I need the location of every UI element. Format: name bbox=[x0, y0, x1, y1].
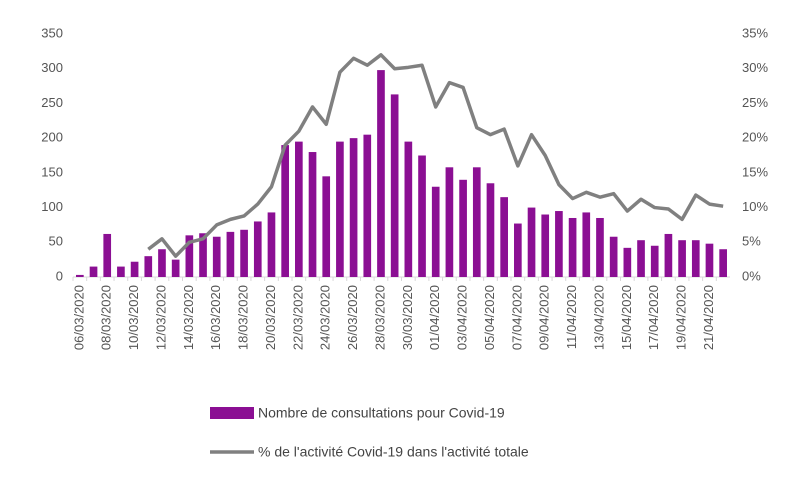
x-tick-label: 14/03/2020 bbox=[181, 285, 196, 350]
y-tick-label: 200 bbox=[41, 130, 63, 145]
bar bbox=[103, 233, 112, 277]
y2-tick-label: 5% bbox=[742, 234, 761, 249]
x-tick-label: 11/04/2020 bbox=[564, 285, 579, 349]
bar bbox=[144, 256, 153, 277]
x-tick-label: 26/03/2020 bbox=[345, 285, 360, 350]
y2-tick-label: 20% bbox=[742, 130, 768, 145]
bar bbox=[199, 233, 207, 277]
bar bbox=[295, 141, 303, 277]
bar bbox=[678, 240, 686, 277]
x-tick-label: 13/04/2020 bbox=[591, 285, 606, 350]
bar bbox=[500, 197, 508, 277]
bar bbox=[431, 186, 440, 277]
bar bbox=[349, 138, 358, 277]
bar bbox=[89, 266, 98, 277]
bar bbox=[582, 212, 591, 277]
x-tick-label: 10/03/2020 bbox=[126, 285, 141, 350]
bar bbox=[705, 243, 714, 277]
bar bbox=[514, 223, 522, 277]
y-tick-label: 50 bbox=[49, 234, 63, 249]
bar bbox=[486, 183, 495, 277]
y2-tick-label: 30% bbox=[742, 60, 768, 75]
x-tick-label: 28/03/2020 bbox=[372, 285, 387, 350]
x-tick-label: 21/04/2020 bbox=[701, 285, 716, 350]
legend-swatch bbox=[210, 407, 254, 419]
bar bbox=[76, 274, 84, 277]
bar bbox=[117, 266, 125, 277]
x-tick-label: 07/04/2020 bbox=[509, 285, 524, 350]
legend: Nombre de consultations pour Covid-19 % d… bbox=[210, 405, 529, 460]
bar bbox=[691, 240, 700, 277]
bar bbox=[226, 231, 235, 277]
line bbox=[147, 53, 724, 258]
bar bbox=[623, 247, 632, 277]
y-tick-label: 100 bbox=[41, 199, 63, 214]
x-tick-label: 06/03/2020 bbox=[71, 285, 86, 350]
x-tick-label: 30/03/2020 bbox=[400, 285, 415, 350]
y-tick-label: 350 bbox=[41, 25, 63, 40]
bar bbox=[527, 207, 536, 277]
bar bbox=[212, 236, 221, 277]
y-tick-label: 300 bbox=[41, 60, 63, 75]
bar bbox=[336, 141, 344, 277]
x-tick-label: 01/04/2020 bbox=[427, 285, 442, 350]
bar bbox=[308, 152, 317, 277]
x-tick-label: 03/04/2020 bbox=[455, 285, 470, 350]
x-tick-label: 05/04/2020 bbox=[482, 285, 497, 350]
bar bbox=[322, 176, 331, 277]
bar bbox=[650, 245, 659, 277]
legend-label: % de l'activité Covid-19 dans l'activité… bbox=[258, 444, 529, 460]
bar bbox=[568, 217, 577, 277]
x-tick-label: 19/04/2020 bbox=[674, 285, 689, 350]
y2-tick-label: 0% bbox=[742, 268, 761, 283]
bar bbox=[171, 259, 180, 277]
bar bbox=[158, 249, 166, 277]
x-tick-label: 08/03/2020 bbox=[99, 285, 114, 350]
x-tick-label: 20/03/2020 bbox=[263, 285, 278, 350]
bar bbox=[240, 229, 248, 277]
legend-label: Nombre de consultations pour Covid-19 bbox=[258, 405, 505, 421]
y-tick-label: 250 bbox=[41, 95, 63, 110]
y2-tick-label: 10% bbox=[742, 199, 768, 214]
bar bbox=[596, 217, 604, 277]
x-tick-label: 12/03/2020 bbox=[153, 285, 168, 350]
bar bbox=[637, 240, 645, 277]
x-tick-label: 09/04/2020 bbox=[537, 285, 552, 350]
x-tick-label: 24/03/2020 bbox=[318, 285, 333, 350]
bar bbox=[390, 94, 399, 277]
bar bbox=[253, 221, 262, 277]
bar bbox=[281, 145, 289, 277]
y2-tick-label: 15% bbox=[742, 164, 768, 179]
bar bbox=[377, 70, 385, 277]
y-tick-label: 0 bbox=[56, 268, 63, 283]
y-tick-label: 150 bbox=[41, 164, 63, 179]
x-tick-label: 22/03/2020 bbox=[290, 285, 305, 350]
bar bbox=[185, 235, 194, 277]
bar bbox=[541, 214, 550, 277]
bar bbox=[555, 211, 563, 277]
bar bbox=[363, 134, 372, 277]
y2-tick-label: 25% bbox=[742, 95, 768, 110]
x-tick-label: 16/03/2020 bbox=[208, 285, 223, 350]
bar bbox=[267, 212, 276, 277]
bar bbox=[459, 179, 467, 277]
bar bbox=[130, 261, 139, 277]
x-tick-label: 17/04/2020 bbox=[646, 285, 661, 350]
bar bbox=[472, 167, 481, 277]
x-tick-label: 18/03/2020 bbox=[236, 285, 251, 350]
bar bbox=[445, 167, 454, 277]
bar bbox=[609, 236, 618, 277]
y2-tick-label: 35% bbox=[742, 25, 768, 40]
bar bbox=[418, 155, 426, 277]
bar bbox=[404, 141, 413, 277]
bar bbox=[664, 233, 673, 277]
bar bbox=[719, 249, 727, 277]
x-tick-label: 15/04/2020 bbox=[619, 285, 634, 350]
